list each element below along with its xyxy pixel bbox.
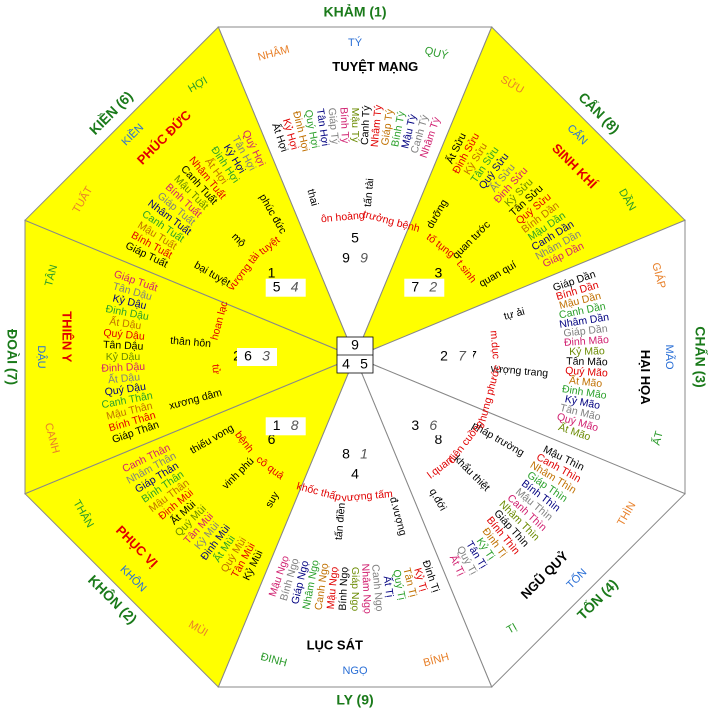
pair-first: 9 <box>342 250 350 266</box>
sector-number: 6 <box>268 431 276 447</box>
star-name: LỤC SÁT <box>307 638 363 653</box>
star-name: HẠI HỌA <box>638 350 653 406</box>
mountain-label: QUÝ <box>423 44 450 63</box>
cycle-label: Kỷ Mão <box>569 345 605 358</box>
pair-second: 9 <box>360 250 368 266</box>
sector-number: 7 <box>469 348 477 364</box>
pair-second: 4 <box>291 278 299 294</box>
cycle-label: Tân Hợi <box>314 108 331 147</box>
cycle-label: Quý Mão <box>565 365 608 380</box>
pair-box <box>404 417 445 436</box>
sector-name: LY (9) <box>336 692 373 708</box>
cycle-label: Quý Dậu <box>104 381 147 399</box>
pair-box <box>433 348 473 366</box>
center-left: 4 <box>342 356 350 372</box>
note: tấn điền <box>333 502 348 540</box>
pair-first: 8 <box>342 446 350 462</box>
sector-name: KHẢM (1) <box>324 4 387 20</box>
cycle-label: Canh Tý <box>359 104 373 145</box>
cycle-label: Bính Ngọ <box>337 566 351 610</box>
note: thân hôn <box>170 335 212 351</box>
cycle-label: Mậu Ngọ <box>325 566 341 610</box>
note: thai <box>305 188 321 207</box>
cycle-label: Nhâm Ngọ <box>359 563 373 614</box>
center-right: 5 <box>360 356 368 372</box>
star-name: TUYỆT MẠNG <box>332 59 418 74</box>
mountain-label: TÂN <box>42 263 60 288</box>
note: vượng trang <box>490 363 549 380</box>
cycle-label: Đinh Dậu <box>101 361 145 375</box>
cycle-label: Kỷ Dậu <box>106 351 141 363</box>
cycle-label: Ất Mão <box>568 374 603 391</box>
sector-number: 4 <box>351 466 359 482</box>
cycle-label: Ất Tị <box>381 575 397 598</box>
note: tự ải <box>503 306 526 323</box>
cycle-label: Tân Dậu <box>103 339 144 353</box>
pair-second: 2 <box>428 278 437 294</box>
sector <box>24 26 356 358</box>
note: ôn hoàng <box>320 209 365 225</box>
cycle-label: Giáp Ngọ <box>349 567 361 612</box>
note: tử <box>209 364 222 375</box>
cycle-label: Giáp Tý <box>379 108 396 147</box>
note: m.dục <box>487 330 501 360</box>
center-top: 9 <box>351 337 359 353</box>
mountain-label: TÝ <box>348 36 363 49</box>
mountain-label: ẤT <box>650 429 666 446</box>
pair-second: 7 <box>458 348 467 364</box>
cycle-label: Quý Tị <box>390 569 408 601</box>
note: tấn tài <box>362 178 376 208</box>
cycle-label: Giáp Dần <box>563 323 609 340</box>
cycle-label: Giáp Tý <box>326 107 341 145</box>
pair-first: 2 <box>440 348 448 364</box>
sector-name: ĐOÀI (7) <box>4 329 20 385</box>
mountain-label: NGỌ <box>342 665 368 677</box>
star-name: THIÊN Y <box>59 311 74 362</box>
cycle-label: Bính Tý <box>337 107 351 144</box>
note: vượng tấm <box>341 488 393 504</box>
mountain-label: MÃO <box>663 344 676 370</box>
pair-second: 3 <box>262 348 270 364</box>
pair-first: 3 <box>411 417 419 433</box>
cycle-label: Quý Dậu <box>103 327 146 343</box>
cycle-label: Ất Dậu <box>109 315 143 332</box>
sectors <box>24 26 686 688</box>
pair-box <box>265 278 306 297</box>
cycle-label: Canh Ngọ <box>369 564 385 612</box>
cycle-label: Nhâm Tý <box>369 104 385 148</box>
pair-first: 1 <box>273 417 281 433</box>
cycle-label: Đinh Mão <box>564 334 610 349</box>
sector-number: 3 <box>435 264 443 280</box>
pair-first: 7 <box>411 278 419 294</box>
pair-box <box>265 417 306 436</box>
pair-first: 6 <box>244 348 252 364</box>
pair-box <box>335 250 375 268</box>
pair-box <box>335 446 375 464</box>
mountain-label: DẬU <box>35 345 48 368</box>
sector-number: 1 <box>268 264 276 280</box>
sector-number: 5 <box>351 230 359 246</box>
sector-name: CHẤN (3) <box>692 326 708 387</box>
cycle-label: Mậu Tý <box>349 108 361 144</box>
pair-second: 6 <box>429 417 437 433</box>
cycle-label: Ất Dậu <box>107 370 140 386</box>
cycle-label: Tân Mão <box>566 355 608 368</box>
sector-number: 8 <box>435 431 443 447</box>
pair-box <box>404 278 445 297</box>
pair-second: 8 <box>291 417 299 433</box>
pair-second: 1 <box>360 446 368 462</box>
pair-box <box>237 348 277 366</box>
pair-first: 5 <box>273 278 281 294</box>
